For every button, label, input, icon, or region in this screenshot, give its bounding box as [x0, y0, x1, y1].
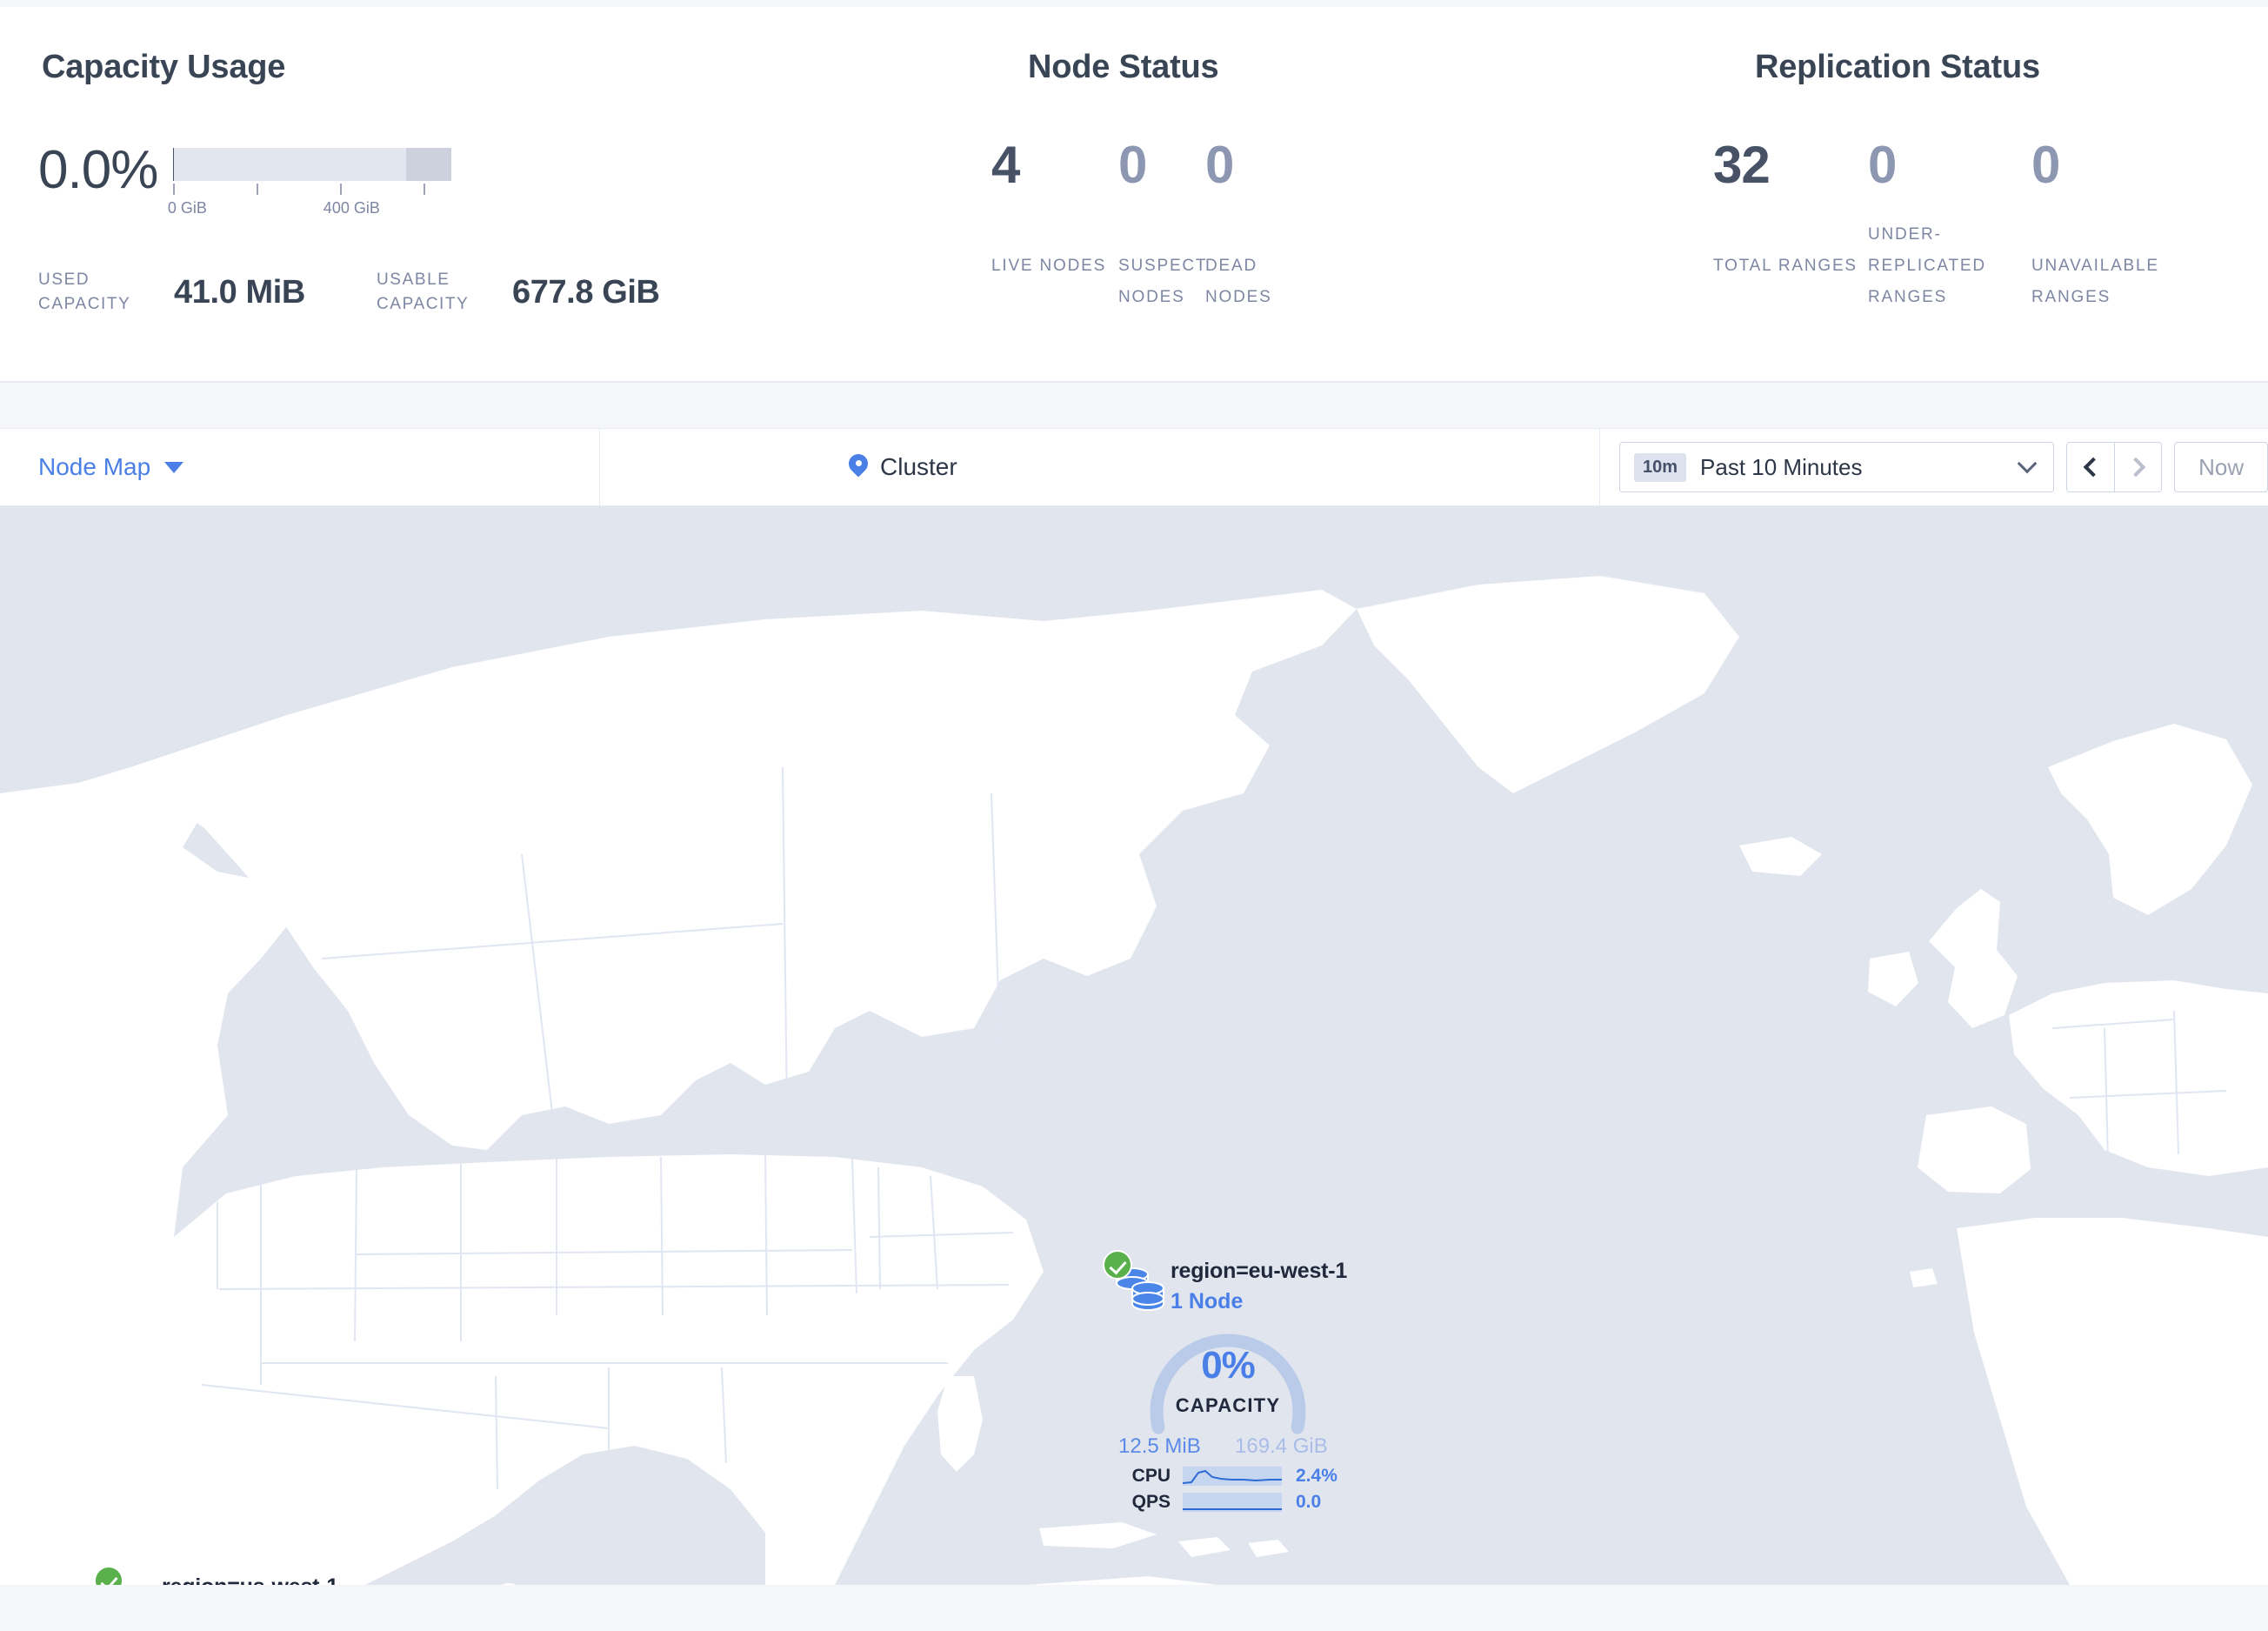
- node-map[interactable]: region=us-west-1 1 Node 0% CAPACITY 12.2…: [0, 506, 2268, 1585]
- time-previous-button[interactable]: [2067, 443, 2115, 491]
- time-nav-group: [2066, 442, 2163, 492]
- capacity-percent-value: 0.0%: [38, 140, 158, 200]
- locality-header: region=us-east-1 2 Nodes: [494, 1583, 734, 1585]
- used-capacity-value: 41.0 MiB: [174, 273, 305, 311]
- world-map-graphic: [0, 576, 2268, 1585]
- used-capacity-label: USED CAPACITY: [38, 271, 131, 313]
- capacity-used-value: 12.5 MiB: [1118, 1434, 1201, 1458]
- total-ranges-stat: 32 TOTAL RANGES: [1713, 137, 1868, 313]
- locality-eu-west-1[interactable]: region=eu-west-1 1 Node 0% CAPACITY 12.5…: [1103, 1250, 1347, 1513]
- node-status-metrics: 4 LIVE NODES 0 SUSPECT NODES 0 DEAD NODE…: [991, 137, 1327, 313]
- time-controls: 10m Past 10 Minutes Now: [1600, 429, 2268, 505]
- suspect-nodes-stat: 0 SUSPECT NODES: [1118, 137, 1205, 313]
- under-replicated-ranges-stat: 0 UNDER- REPLICATED RANGES: [1868, 137, 2031, 313]
- view-selector-group[interactable]: Node Map: [0, 429, 600, 505]
- healthy-check-icon: [1103, 1250, 1132, 1280]
- capacity-arc-caption: CAPACITY: [1175, 1394, 1281, 1416]
- used-capacity-stat: USED CAPACITY 41.0 MiB: [38, 268, 305, 317]
- capacity-values: 12.5 MiB 169.4 GiB: [1118, 1434, 1336, 1461]
- locality-us-west-1[interactable]: region=us-west-1 1 Node 0% CAPACITY 12.2…: [94, 1566, 338, 1585]
- replication-status-title: Replication Status: [1755, 49, 2040, 85]
- capacity-total-value: 169.4 GiB: [1235, 1434, 1328, 1458]
- dead-nodes-value: 0: [1205, 136, 1234, 194]
- node-status-panel: Node Status: [991, 7, 1713, 381]
- cpu-sparkline: [1183, 1467, 1282, 1486]
- locality-header: region=eu-west-1 1 Node: [1103, 1250, 1347, 1314]
- live-nodes-value: 4: [991, 136, 1020, 194]
- live-nodes-stat: 4 LIVE NODES: [991, 137, 1118, 313]
- capacity-arc: 0% CAPACITY: [1141, 1320, 1315, 1434]
- capacity-usage-title: Capacity Usage: [42, 49, 286, 85]
- page-footer: [0, 1585, 2268, 1631]
- qps-metric-row: QPS 0.0: [1124, 1492, 1347, 1513]
- locality-header: region=us-west-1 1 Node: [94, 1566, 338, 1585]
- usable-capacity-label: USABLE CAPACITY: [376, 271, 470, 313]
- db-cylinders-icon: [1116, 1267, 1164, 1311]
- suspect-nodes-label: SUSPECT NODES: [1118, 257, 1207, 306]
- dead-nodes-stat: 0 DEAD NODES: [1205, 137, 1327, 313]
- capacity-gauge: 0.0% 0 GiB 400 GiB: [38, 143, 469, 217]
- database-stack-icon: [1103, 1250, 1171, 1313]
- capacity-bar-used: [173, 148, 175, 181]
- under-replicated-ranges-label: UNDER- REPLICATED RANGES: [1868, 225, 1986, 306]
- breadcrumb: Cluster: [600, 429, 1600, 505]
- time-range-badge: 10m: [1634, 452, 1687, 482]
- under-replicated-ranges-value: 0: [1868, 136, 1897, 194]
- database-stack-icon: [94, 1566, 162, 1585]
- capacity-usage-panel: Capacity Usage 0.0% 0 GiB 400 GiB: [0, 7, 991, 381]
- map-toolbar: Node Map Cluster 10m Past 10 Minutes Now: [0, 428, 2268, 506]
- time-range-value: Past 10 Minutes: [1700, 453, 1863, 480]
- dead-nodes-label: DEAD NODES: [1205, 257, 1272, 306]
- live-nodes-label: LIVE NODES: [991, 257, 1107, 275]
- replication-status-metrics: 32 TOTAL RANGES 0 UNDER- REPLICATED RANG…: [1713, 137, 2205, 313]
- capacity-bar-wrap: 0 GiB 400 GiB: [168, 148, 469, 217]
- node-status-title: Node Status: [1028, 49, 1219, 85]
- locality-labels: region=eu-west-1 1 Node: [1171, 1250, 1347, 1314]
- qps-sparkline: [1183, 1493, 1282, 1512]
- summary-bar: Capacity Usage 0.0% 0 GiB 400 GiB: [0, 7, 2268, 383]
- chevron-left-icon: [2084, 457, 2104, 478]
- capacity-bar: [173, 148, 452, 181]
- map-pin-icon: [849, 454, 868, 480]
- total-ranges-value: 32: [1713, 136, 1771, 194]
- unavailable-ranges-label: UNAVAILABLE RANGES: [2031, 257, 2159, 306]
- qps-label: QPS: [1131, 1492, 1171, 1512]
- locality-us-east-1[interactable]: region=us-east-1 2 Nodes 0% CAPACITY 16.…: [494, 1583, 734, 1585]
- capacity-axis-label-1: 400 GiB: [323, 199, 380, 217]
- chevron-right-icon: [2125, 457, 2146, 478]
- usable-capacity-value: 677.8 GiB: [511, 273, 660, 311]
- capacity-arc-percent: 0%: [1201, 1344, 1256, 1387]
- suspect-nodes-value: 0: [1118, 136, 1147, 194]
- cpu-metric-row: CPU 2.4%: [1124, 1466, 1347, 1487]
- now-button[interactable]: Now: [2174, 442, 2268, 492]
- total-ranges-label: TOTAL RANGES: [1713, 257, 1858, 275]
- capacity-axis-ticks: [173, 184, 451, 196]
- capacity-axis-label-0: 0 GiB: [167, 199, 207, 217]
- unavailable-ranges-value: 0: [2031, 136, 2060, 194]
- time-range-select[interactable]: 10m Past 10 Minutes: [1619, 442, 2055, 492]
- locality-title: region=eu-west-1: [1171, 1259, 1348, 1283]
- locality-node-count[interactable]: 1 Node: [1171, 1289, 1244, 1313]
- unavailable-ranges-stat: 0 UNAVAILABLE RANGES: [2031, 137, 2205, 313]
- healthy-check-icon: [94, 1566, 123, 1585]
- locality-labels: region=us-west-1 1 Node: [162, 1566, 338, 1585]
- usable-capacity-stat: USABLE CAPACITY 677.8 GiB: [377, 268, 660, 317]
- qps-value: 0.0: [1296, 1492, 1322, 1512]
- breadcrumb-cluster-label[interactable]: Cluster: [880, 453, 957, 480]
- time-next-button[interactable]: [2114, 443, 2162, 491]
- chevron-down-icon[interactable]: [2018, 453, 2038, 474]
- locality-title: region=us-west-1: [162, 1574, 338, 1585]
- database-stack-icon: [494, 1583, 562, 1585]
- capacity-axis-labels: 0 GiB 400 GiB: [168, 199, 469, 217]
- node-map-selector[interactable]: Node Map: [38, 453, 151, 480]
- capacity-bar-remainder: [406, 148, 452, 181]
- chevron-down-icon[interactable]: [164, 461, 184, 473]
- cpu-value: 2.4%: [1296, 1466, 1337, 1486]
- capacity-stats: USED CAPACITY 41.0 MiB USABLE CAPACITY 6…: [38, 268, 660, 317]
- replication-status-panel: Replication Status: [1713, 7, 2268, 381]
- cpu-label: CPU: [1131, 1466, 1171, 1486]
